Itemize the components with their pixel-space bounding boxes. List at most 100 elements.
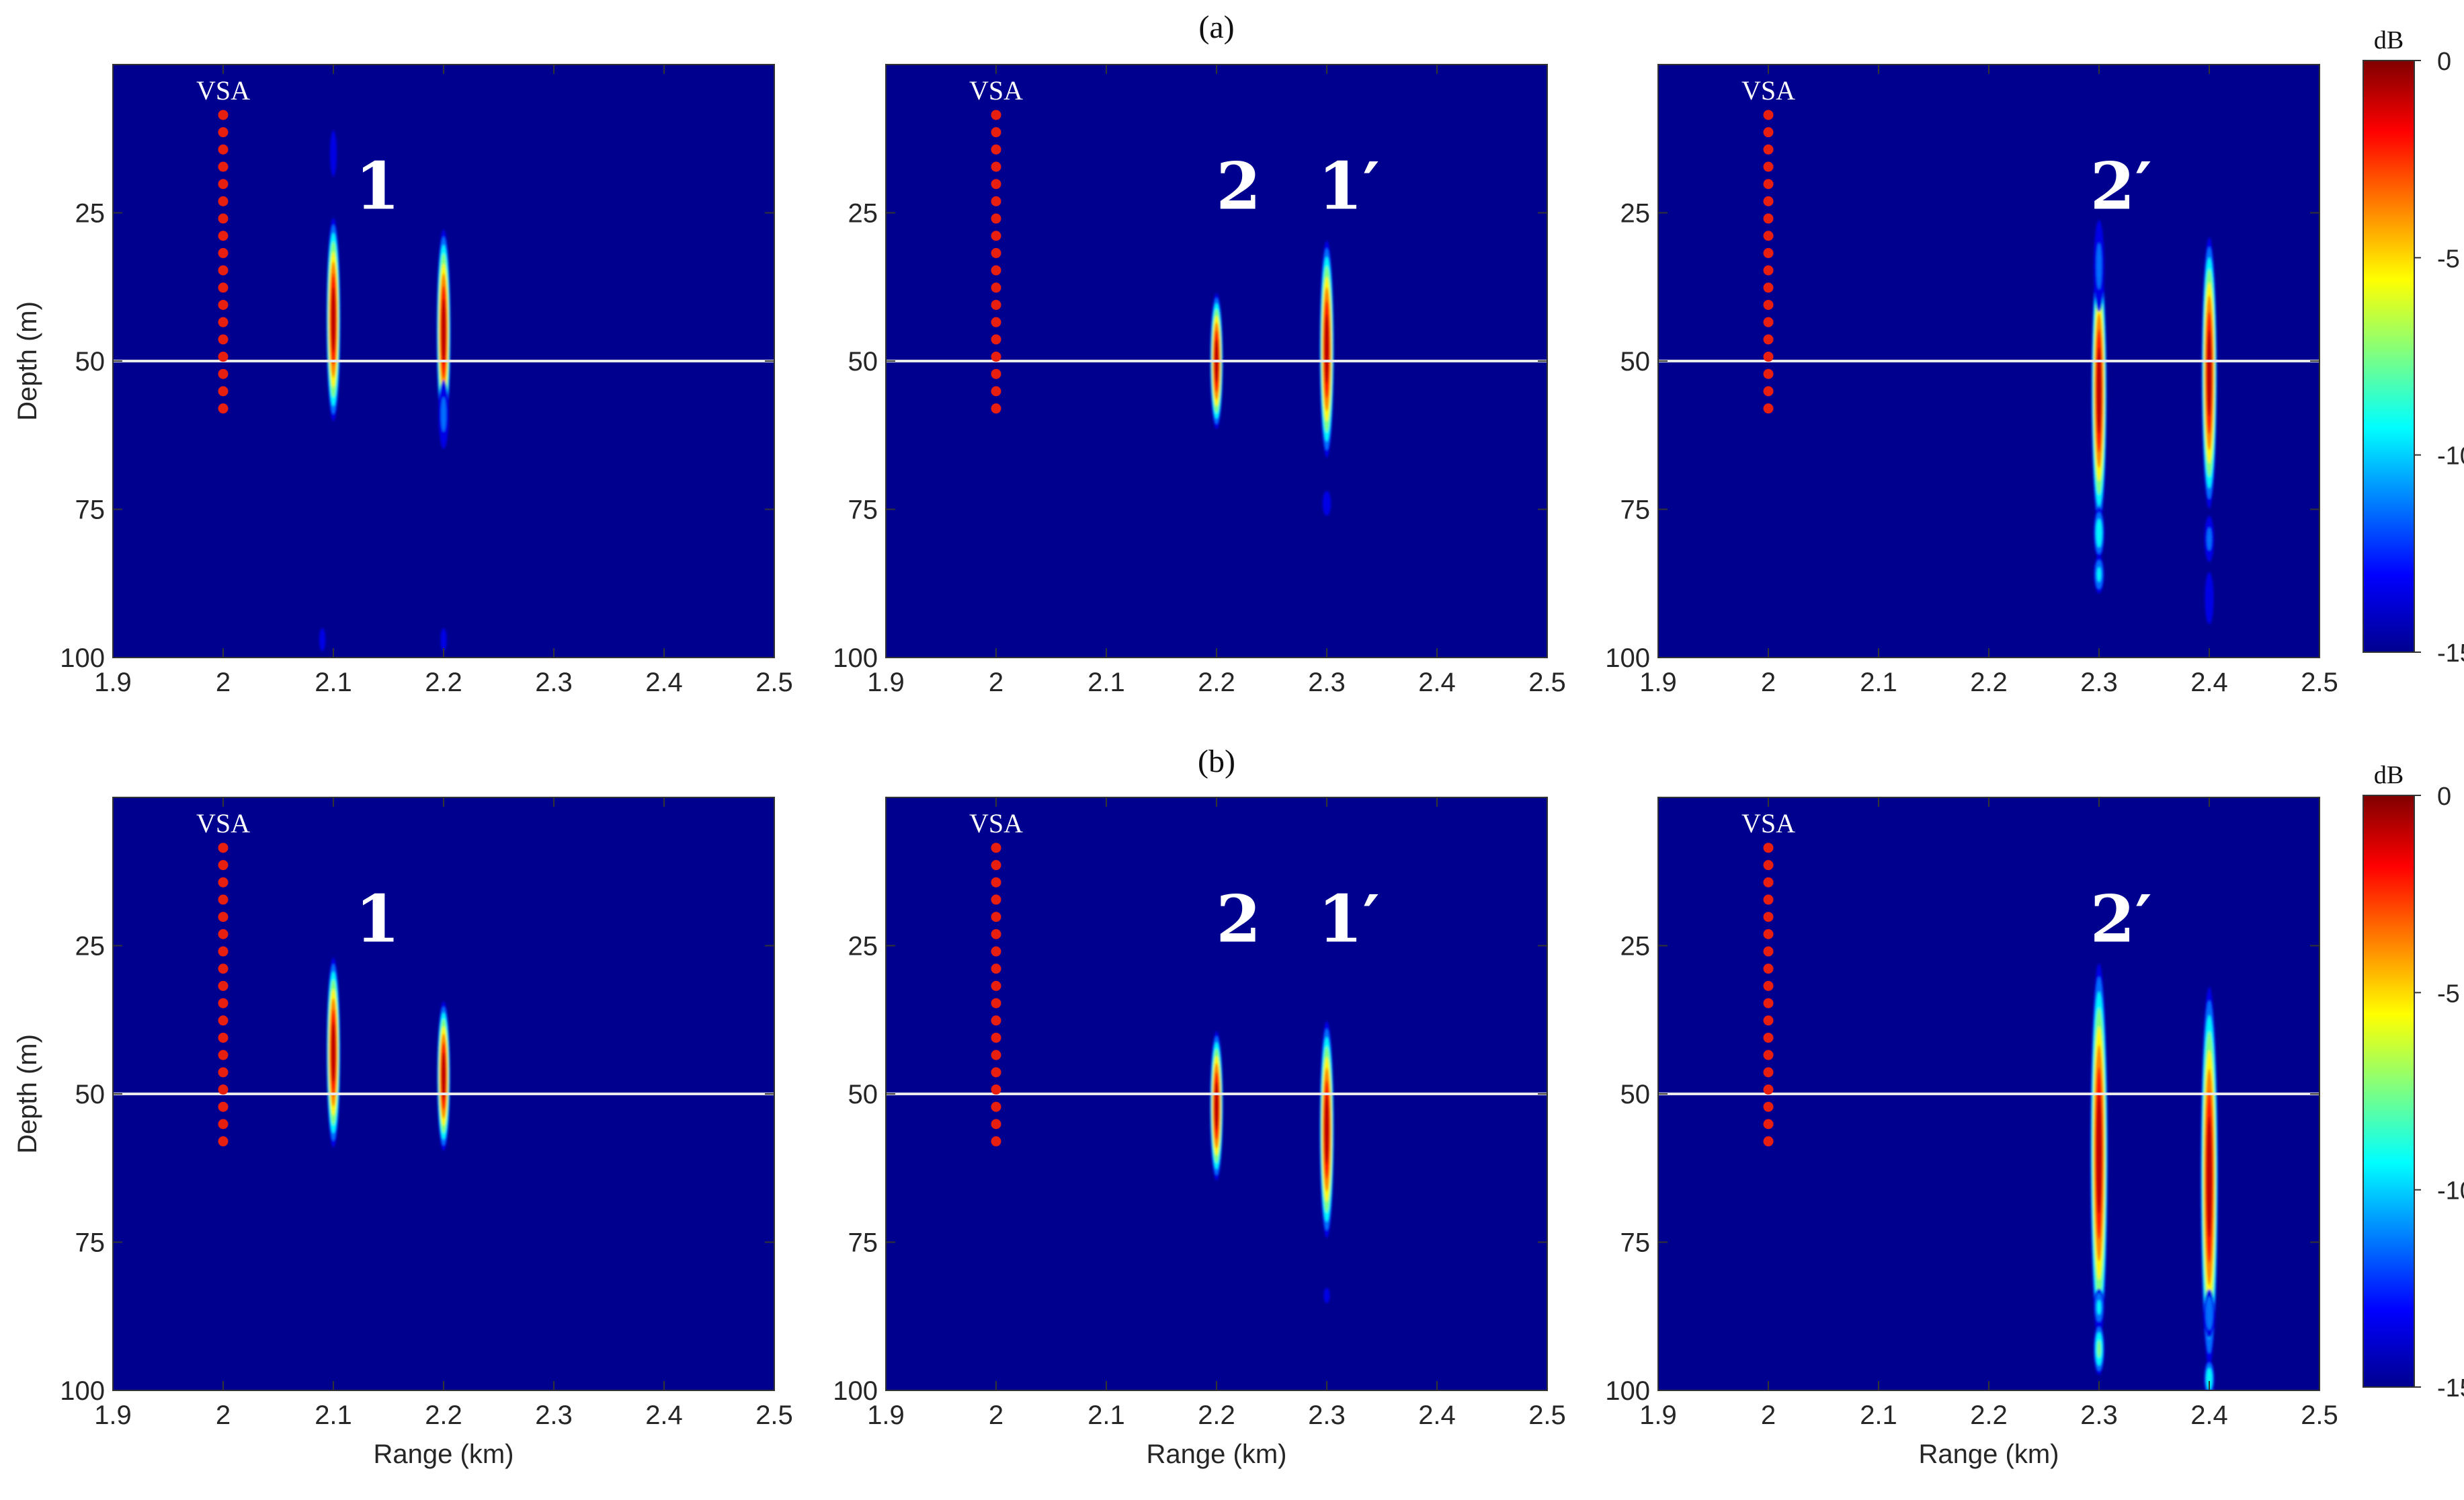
source-annotation: 2	[1216, 881, 1261, 957]
x-tick-label: 2.4	[1418, 1400, 1456, 1430]
vsa-element	[991, 299, 1001, 310]
x-tick-label: 2.2	[1970, 668, 2008, 697]
vsa-label: VSA	[1741, 808, 1795, 838]
y-tick-label: 75	[75, 1228, 106, 1258]
y-tick-label: 50	[1620, 1080, 1651, 1109]
y-tick-label: 75	[848, 1228, 878, 1258]
vsa-element	[991, 1032, 1001, 1043]
x-tick-label: 2.1	[315, 1400, 352, 1430]
y-tick-label: 75	[1620, 496, 1651, 525]
intensity-contour	[2096, 243, 2102, 290]
vsa-array	[1763, 842, 1774, 1147]
source-annotation: 1′	[1318, 148, 1380, 224]
vsa-element	[218, 386, 229, 397]
vsa-element	[1763, 842, 1774, 853]
vsa-element	[991, 1119, 1001, 1130]
vsa-label: VSA	[1741, 75, 1795, 106]
intensity-contour	[2096, 347, 2102, 434]
x-axis-ticks: 1.9 2 2.1 2.2 2.3 2.4 2.5	[867, 65, 1566, 697]
x-tick-label: 2.4	[2190, 1400, 2228, 1430]
intensity-blob	[2204, 1289, 2215, 1338]
x-tick-label: 2.5	[2301, 668, 2338, 697]
vsa-element	[991, 386, 1001, 397]
x-tick-label: 2.3	[1308, 668, 1346, 697]
vsa-element	[1763, 265, 1774, 276]
vsa-element	[218, 368, 229, 379]
x-tick-label: 2.1	[315, 668, 352, 697]
x-tick-label: 2	[989, 1400, 1003, 1430]
vsa-element	[991, 860, 1001, 871]
vsa-element	[1763, 877, 1774, 887]
vsa-element	[991, 144, 1001, 155]
vsa-element	[1763, 334, 1774, 345]
vsa-element	[991, 1084, 1001, 1095]
x-tick-label: 1.9	[94, 668, 132, 697]
intensity-layer	[319, 130, 451, 652]
x-tick-label: 1.9	[867, 1400, 905, 1430]
vsa-element	[991, 403, 1001, 414]
vsa-element	[991, 1015, 1001, 1026]
vsa-element	[991, 368, 1001, 379]
colorbar-tick-label: -15	[2437, 639, 2464, 668]
y-tick-label: 50	[1620, 347, 1651, 377]
x-tick-label: 1.9	[1639, 668, 1677, 697]
intensity-layer	[1210, 1021, 1334, 1304]
intensity-blob	[438, 380, 449, 449]
x-tick-label: 1.9	[94, 1400, 132, 1430]
vsa-element	[1763, 213, 1774, 224]
vsa-element	[218, 265, 229, 276]
vsa-array	[1763, 110, 1774, 414]
y-tick-label: 100	[1605, 643, 1650, 673]
vsa-element	[218, 161, 229, 172]
vsa-label: VSA	[969, 75, 1023, 106]
y-tick-label: 25	[1620, 199, 1651, 229]
x-tick-label: 2	[989, 668, 1003, 697]
vsa-element	[991, 963, 1001, 974]
colorbar-gradient	[2363, 795, 2415, 1388]
intensity-contour	[440, 628, 447, 652]
vsa-element	[991, 127, 1001, 138]
y-axis-ticks: 25 50 75 100	[833, 199, 1547, 673]
vsa-element	[218, 299, 229, 310]
panels: VSA 1 1.9 2 2.1 2.2 2.3 2.4 2.5 25 50 75 100 Depth (m…	[13, 64, 2338, 1469]
source-annotation: 2′	[2090, 881, 2152, 957]
intensity-contour	[2205, 572, 2214, 625]
vsa-element	[1763, 860, 1774, 871]
x-tick-label: 2.1	[1087, 668, 1125, 697]
intensity-blob	[440, 628, 447, 652]
colorbar-tick-label: -5	[2437, 980, 2460, 1008]
intensity-blob	[1210, 1031, 1223, 1181]
x-tick-label: 2.1	[1087, 1400, 1125, 1430]
vsa-element	[218, 998, 229, 1009]
vsa-array	[991, 110, 1001, 414]
x-tick-label: 2.2	[1198, 668, 1235, 697]
x-tick-label: 2.2	[425, 668, 462, 697]
vsa-element	[218, 196, 229, 206]
vsa-element	[1763, 282, 1774, 293]
y-tick-label: 25	[848, 199, 878, 229]
vsa-element	[218, 403, 229, 414]
vsa-element	[218, 247, 229, 258]
intensity-layer	[1210, 241, 1334, 516]
intensity-contour	[319, 628, 326, 652]
x-tick-label: 2	[1761, 1400, 1776, 1430]
colorbar-unit: dB	[2374, 761, 2404, 789]
x-tick-label: 2.5	[1528, 668, 1566, 697]
source-annotation: 1	[355, 148, 400, 224]
vsa-element	[991, 161, 1001, 172]
x-axis-ticks: 1.9 2 2.1 2.2 2.3 2.4 2.5	[94, 65, 793, 697]
intensity-contour	[2207, 527, 2212, 551]
vsa-element	[991, 334, 1001, 345]
panel-a3: VSA 2′ 1.9 2 2.1 2.2 2.3 2.4 2.5 25 50 75 100	[1605, 64, 2338, 697]
colorbar-tick-label: -10	[2437, 442, 2464, 471]
intensity-contour	[441, 397, 446, 432]
x-tick-label: 2	[216, 668, 231, 697]
x-axis-label: Range (km)	[1147, 1439, 1287, 1469]
panel-b3: VSA 2′ 1.9 2 2.1 2.2 2.3 2.4 2.5 25 50 75 100 Range (…	[1605, 797, 2338, 1469]
y-tick-label: 25	[848, 932, 878, 961]
vsa-element	[991, 980, 1001, 991]
vsa-element	[991, 317, 1001, 327]
vsa-element	[218, 110, 229, 120]
